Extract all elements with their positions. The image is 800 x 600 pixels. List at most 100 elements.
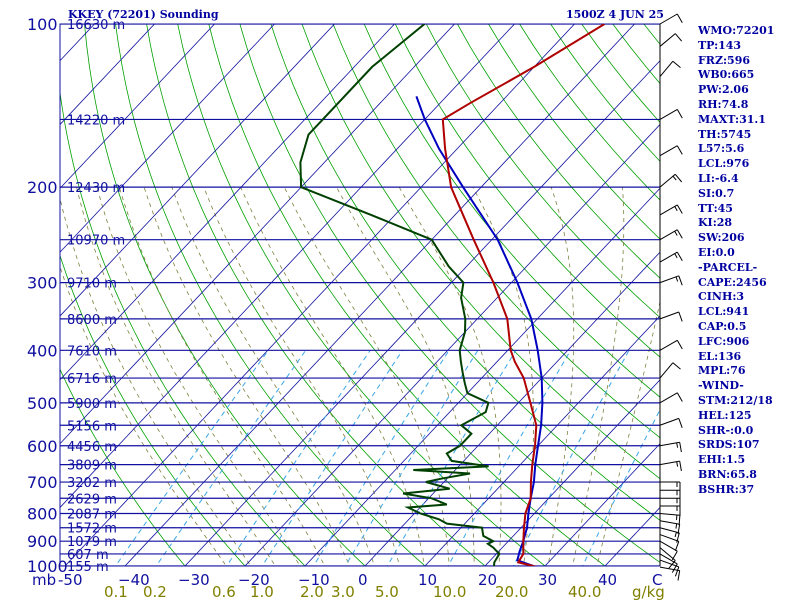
index-item: EI:0.0 xyxy=(698,245,735,259)
wind-barb xyxy=(659,229,683,241)
wind-barb-flag xyxy=(677,524,681,535)
index-item: CAPE:2456 xyxy=(698,275,767,289)
height-label: 1079 m xyxy=(67,535,117,550)
wind-barb xyxy=(659,275,683,286)
height-label: 5156 m xyxy=(67,419,117,434)
pressure-label: 500 xyxy=(27,394,58,413)
dry-adiabat xyxy=(60,368,186,566)
height-label: 9710 m xyxy=(67,277,117,292)
mixing-ratio-line xyxy=(114,350,269,566)
index-item: L57:5.6 xyxy=(698,142,745,156)
wind-barb xyxy=(659,520,681,535)
pressure-label: 300 xyxy=(27,274,58,293)
index-item: -WIND- xyxy=(698,379,744,393)
wind-barb xyxy=(659,108,683,120)
index-item: MPL:76 xyxy=(698,364,746,378)
pressure-label: 100 xyxy=(27,15,58,34)
wind-barb-flag xyxy=(676,392,683,402)
moist-adiabat xyxy=(240,187,425,566)
mixing-ratio-label: g/kg xyxy=(632,583,665,600)
isotherm xyxy=(60,24,396,381)
isotherm xyxy=(484,379,660,566)
wind-barb-flag xyxy=(674,206,678,211)
wind-barb-flag xyxy=(678,311,683,322)
index-item: KI:28 xyxy=(698,216,733,230)
wind-barb xyxy=(659,13,683,25)
height-label: 7610 m xyxy=(67,344,117,359)
moist-adiabat xyxy=(203,187,400,566)
isotherm xyxy=(60,24,156,126)
isotherm xyxy=(60,24,276,253)
wind-barb xyxy=(659,417,683,428)
wind-barb xyxy=(659,173,683,188)
dry-adiabat xyxy=(457,24,660,279)
index-item: EL:136 xyxy=(698,349,742,363)
mixing-ratio-line xyxy=(344,350,479,566)
temperature-label: 0 xyxy=(358,571,368,589)
wind-barb-staff xyxy=(659,13,678,25)
pressure-label: 800 xyxy=(27,504,58,523)
mixing-ratio-label: 0.6 xyxy=(212,583,236,600)
wind-barb-staff xyxy=(659,417,679,426)
wind-profile xyxy=(659,13,683,581)
wind-barb-flag xyxy=(676,145,683,155)
wind-barb xyxy=(659,145,683,157)
height-label: 16630 m xyxy=(67,18,125,33)
wind-barb-flag xyxy=(672,175,677,181)
wind-barb-flag xyxy=(678,515,681,526)
mixing-ratio-label: 5.0 xyxy=(375,583,399,600)
wind-barb-staff xyxy=(659,108,678,120)
mixing-ratio-label: 0.2 xyxy=(143,583,167,600)
wind-barb-flag xyxy=(671,563,678,573)
chart-title: KKEY (72201) Sounding xyxy=(68,8,219,21)
moist-adiabat xyxy=(283,187,450,566)
wind-barb xyxy=(659,392,683,404)
pressure-label: 200 xyxy=(27,178,58,197)
index-item: BSHR:37 xyxy=(698,482,755,496)
wind-barb xyxy=(659,60,681,77)
height-label: 3202 m xyxy=(67,476,117,491)
temperature-label: −40 xyxy=(118,571,150,589)
wind-barb-staff xyxy=(659,512,680,516)
wind-barb-flag xyxy=(676,204,683,214)
wind-barb-flag xyxy=(679,461,682,472)
mixing-ratio-line xyxy=(155,350,307,566)
index-item: SI:0.7 xyxy=(698,186,735,200)
wind-barb-flag xyxy=(678,418,683,428)
mixing-ratio-line xyxy=(447,350,572,566)
isotherm xyxy=(60,24,516,509)
wind-barb-flag xyxy=(672,362,681,370)
wind-barb xyxy=(659,460,682,472)
wind-barb-flag xyxy=(676,229,683,239)
mixing-ratio-line xyxy=(226,350,371,566)
height-label: 12430 m xyxy=(67,181,125,196)
height-label: 607 m xyxy=(67,548,109,563)
moist-adiabat xyxy=(596,300,660,566)
wind-barb-staff xyxy=(659,392,678,404)
height-label: 5900 m xyxy=(67,397,117,412)
wind-barb xyxy=(659,339,683,351)
dry-adiabat xyxy=(60,254,246,566)
index-item: HEL:125 xyxy=(698,408,752,422)
wind-barb-flag xyxy=(676,461,679,467)
grid-lines xyxy=(60,24,660,566)
isotherm xyxy=(64,24,576,566)
moist-adiabat xyxy=(547,187,575,566)
mixing-ratio-label: 10.0 xyxy=(433,583,466,600)
moist-adiabat xyxy=(60,196,252,566)
height-label: 1572 m xyxy=(67,522,117,537)
wind-barb-staff xyxy=(659,229,678,241)
wind-barb xyxy=(659,512,681,526)
pressure-unit-label: mb xyxy=(32,571,56,589)
dry-adiabat xyxy=(270,24,660,521)
plot-background xyxy=(60,24,660,566)
wind-barb-flag xyxy=(674,253,678,259)
isotherm xyxy=(304,187,660,566)
wind-barb-flag xyxy=(676,532,680,543)
temperature-label: 20 xyxy=(478,571,497,589)
index-item: -PARCEL- xyxy=(698,260,758,274)
isotherm xyxy=(244,123,660,566)
index-item: LCL:941 xyxy=(698,305,750,319)
wind-barb-flag xyxy=(671,550,678,561)
wind-barb-flag xyxy=(674,541,680,551)
